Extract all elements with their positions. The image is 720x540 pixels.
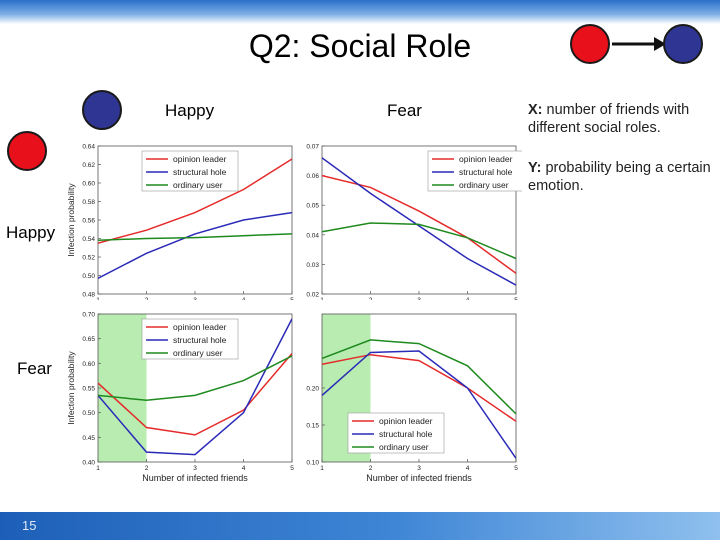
chart-happy-fear: 0.02 0.03 0.04 0.05 0.06 0.07 1 2 3 4 5 opinion lea… (306, 144, 522, 300)
legend-label: opinion leader (173, 154, 227, 164)
x-description-key: X: (528, 102, 543, 118)
x-tick-label: 1 (320, 297, 324, 300)
y-axis-label: Infection probability (66, 183, 76, 257)
x-tick-label: 5 (290, 465, 294, 472)
highlight-region (98, 314, 147, 462)
x-tick-label: 5 (290, 297, 294, 300)
series-line-ordinary-user (98, 355, 292, 402)
x-tick-label: 1 (96, 465, 100, 472)
legend-label: ordinary user (173, 348, 223, 358)
row-label-happy: Happy (6, 223, 56, 242)
y-tick-label: 0.07 (306, 144, 319, 151)
x-tick-label: 4 (242, 465, 246, 472)
legend-label: ordinary user (459, 180, 509, 190)
chart-happy-happy: 0.48 0.50 0.52 0.54 0.56 0.58 0.60 0.62 0.64 1 2 3 4… (66, 144, 294, 301)
y-tick-label: 0.02 (306, 292, 319, 299)
y-tick-label: 0.45 (82, 435, 95, 442)
x-tick-label: 2 (369, 465, 373, 472)
y-tick-label: 0.50 (82, 273, 95, 280)
x-tick-label: 5 (514, 465, 518, 472)
y-tick-label: 0.52 (82, 255, 95, 262)
legend-label: structural hole (173, 335, 227, 345)
legend-label: structural hole (173, 167, 227, 177)
x-tick-label: 4 (242, 297, 246, 300)
x-tick-label: 3 (193, 297, 197, 300)
top-band (0, 0, 720, 24)
legend-label: opinion leader (173, 322, 227, 332)
y-tick-label: 0.20 (306, 386, 319, 393)
x-tick-label: 4 (466, 297, 470, 300)
series-line-ordinary-user (322, 222, 516, 260)
series-line-ordinary-user (322, 339, 516, 415)
blue-node-icon (663, 24, 703, 64)
y-tick-label: 0.70 (82, 312, 95, 319)
series-line-opinion-leader (98, 158, 292, 244)
x-tick-label: 2 (145, 297, 149, 300)
x-axis-label: Number of infected friends (142, 473, 248, 483)
x-tick-label: 2 (369, 297, 373, 300)
x-tick-label: 3 (417, 297, 421, 300)
legend-label: opinion leader (379, 416, 433, 426)
y-tick-label: 0.60 (82, 181, 95, 188)
y-description: Y: probability being a certain emotion. (528, 159, 713, 195)
y-tick-label: 0.65 (82, 336, 95, 343)
legend-label: opinion leader (459, 154, 513, 164)
y-tick-label: 0.55 (82, 386, 95, 393)
series-line-structural-hole (98, 211, 292, 279)
x-description: X: number of friends with different soci… (528, 101, 713, 137)
chart-fear-fear: 0.10 0.15 0.20 1 2 3 4 5 Number of infected frie… (306, 313, 518, 483)
y-tick-label: 0.64 (82, 144, 95, 151)
x-tick-label: 2 (145, 465, 149, 472)
legend-label: structural hole (459, 167, 513, 177)
y-tick-label: 0.48 (82, 292, 95, 299)
x-tick-label: 3 (193, 465, 197, 472)
red-node-icon (570, 24, 610, 64)
x-tick-label: 5 (514, 297, 518, 300)
y-tick-label: 0.10 (306, 460, 319, 467)
series-line-opinion-leader (322, 353, 516, 422)
y-tick-label: 0.54 (82, 236, 95, 243)
series-line-opinion-leader (322, 174, 516, 274)
y-tick-label: 0.62 (82, 162, 95, 169)
y-description-key: Y: (528, 160, 542, 176)
x-axis-label: Number of infected friends (366, 473, 472, 483)
y-tick-label: 0.40 (82, 460, 95, 467)
y-tick-label: 0.06 (306, 173, 319, 180)
row-label-fear: Fear (17, 359, 52, 378)
chart-fear-happy: 0.40 0.45 0.50 0.55 0.60 0.65 0.70 1 2 3 4 5 Infecti… (66, 312, 294, 484)
series-line-structural-hole (322, 350, 516, 459)
series-line-structural-hole (98, 318, 292, 456)
x-tick-label: 1 (320, 465, 324, 472)
legend-label: ordinary user (173, 180, 223, 190)
column-label-fear: Fear (387, 101, 422, 120)
y-tick-label: 0.04 (306, 232, 319, 239)
y-tick-label: 0.03 (306, 262, 319, 269)
legend-label: structural hole (379, 429, 433, 439)
series-line-structural-hole (322, 157, 516, 286)
y-tick-label: 0.56 (82, 218, 95, 225)
bottom-band (0, 512, 720, 540)
slide-number: 15 (22, 518, 37, 533)
column-label-happy: Happy (165, 101, 215, 120)
slide-title: Q2: Social Role (248, 28, 472, 64)
y-tick-label: 0.05 (306, 203, 319, 210)
series-line-ordinary-user (98, 233, 292, 242)
x-tick-label: 3 (417, 465, 421, 472)
y-tick-label: 0.60 (82, 361, 95, 368)
x-tick-label: 4 (466, 465, 470, 472)
y-tick-label: 0.58 (82, 199, 95, 206)
legend-label: ordinary user (379, 442, 429, 452)
arrow-icon (612, 37, 666, 51)
column-blue-node-icon (82, 90, 122, 130)
series-line-opinion-leader (98, 353, 292, 436)
y-tick-label: 0.50 (82, 410, 95, 417)
y-tick-label: 0.15 (306, 423, 319, 430)
x-tick-label: 1 (96, 297, 100, 300)
row-red-node-icon (7, 131, 47, 171)
x-description-text: number of friends with different social … (528, 102, 690, 136)
y-axis-label: Infection probability (66, 351, 76, 425)
y-description-text: probability being a certain emotion. (528, 160, 711, 194)
